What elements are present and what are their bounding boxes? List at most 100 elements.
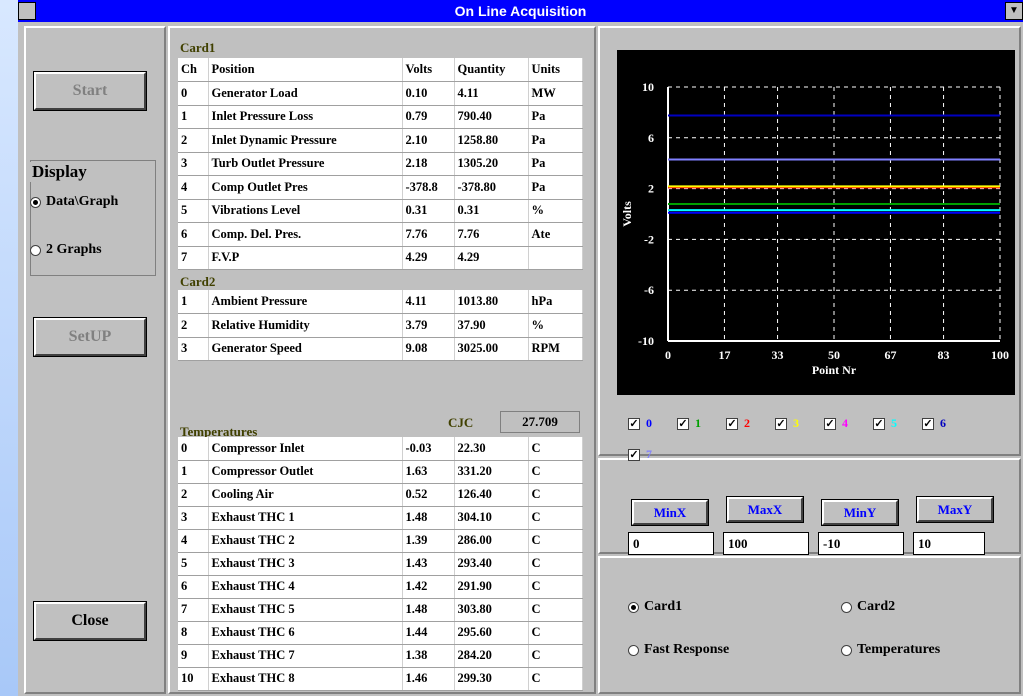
table-cell: 1 [178, 290, 209, 314]
channel-checkbox[interactable]: ✓ 3 [775, 416, 799, 431]
table-cell: 10 [178, 667, 209, 691]
table-cell: 1305.20 [454, 152, 529, 176]
radio-option[interactable]: Data\Graph [30, 194, 118, 210]
table-row: 2 Cooling Air 0.52 126.40 C [178, 483, 583, 507]
limit-field[interactable]: -10 [818, 532, 904, 555]
limit-button[interactable]: MinX [631, 499, 709, 526]
table-cell: Pa [528, 152, 583, 176]
table-cell: 293.40 [454, 552, 529, 576]
limit-field[interactable]: 100 [723, 532, 809, 555]
table-row: 3 Exhaust THC 1 1.48 304.10 C [178, 506, 583, 530]
table-cell: 5 [178, 199, 209, 223]
table-cell: 126.40 [454, 483, 529, 507]
table-row: 7 F.V.P 4.29 4.29 [178, 246, 583, 270]
table-cell: hPa [528, 290, 583, 314]
channel-label: 1 [695, 416, 701, 430]
table-cell: 1 [178, 460, 209, 484]
channel-checkbox[interactable]: ✓ 0 [628, 416, 652, 431]
table-cell: 6 [178, 222, 209, 247]
radio-option[interactable]: 2 Graphs [30, 242, 102, 258]
table-cell: 1.43 [402, 552, 455, 576]
table-cell: RPM [528, 337, 583, 361]
channel-checkbox[interactable]: ✓ 2 [726, 416, 750, 431]
setup-button[interactable]: SetUP [33, 317, 147, 357]
table-cell: C [528, 644, 583, 668]
checkbox[interactable]: ✓ [775, 417, 787, 430]
table-cell: F.V.P [208, 246, 403, 270]
table-cell: 2.10 [402, 128, 455, 153]
channel-label: 2 [744, 416, 750, 430]
table-cell: 1.48 [402, 506, 455, 530]
limit-button[interactable]: MinY [821, 499, 899, 526]
checkbox[interactable]: ✓ [677, 417, 689, 430]
limit-field[interactable]: 10 [913, 532, 985, 555]
channel-label: 6 [940, 416, 946, 430]
radio-dot[interactable] [841, 644, 852, 656]
checkbox[interactable]: ✓ [873, 417, 885, 430]
table-cell: 7.76 [402, 222, 455, 247]
table-row: 6 Comp. Del. Pres. 7.76 7.76 Ate [178, 222, 583, 247]
table-cell: 0.79 [402, 105, 455, 129]
limit-button[interactable]: MaxY [916, 496, 994, 523]
checkbox[interactable]: ✓ [628, 448, 640, 461]
table-cell: % [528, 199, 583, 223]
radio-dot[interactable] [30, 244, 41, 256]
start-button[interactable]: Start [33, 71, 147, 111]
checkbox[interactable]: ✓ [628, 417, 640, 430]
table-row: 4 Exhaust THC 2 1.39 286.00 C [178, 529, 583, 553]
radio-dot[interactable] [628, 644, 639, 656]
radio-option[interactable]: Card1 [628, 599, 682, 615]
x-tick-label: 33 [772, 348, 784, 362]
table-cell: C [528, 506, 583, 530]
table-row: 7 Exhaust THC 5 1.48 303.80 C [178, 598, 583, 622]
table-cell: 0.31 [402, 199, 455, 223]
table-cell: 2 [178, 483, 209, 507]
table-cell: 286.00 [454, 529, 529, 553]
table-cell: Compressor Inlet [208, 437, 403, 461]
radio-dot[interactable] [841, 601, 852, 613]
table-cell: 1.38 [402, 644, 455, 668]
table-cell: 4 [178, 175, 209, 200]
channel-checkbox[interactable]: ✓ 5 [873, 416, 897, 431]
radio-dot[interactable] [30, 196, 41, 208]
table-cell: Exhaust THC 4 [208, 575, 403, 599]
limit-button[interactable]: MaxX [726, 496, 804, 523]
channel-checkbox[interactable]: ✓ 1 [677, 416, 701, 431]
radio-option[interactable]: Temperatures [841, 642, 940, 658]
channel-checkbox[interactable]: ✓ 6 [922, 416, 946, 431]
table-cell: C [528, 667, 583, 691]
checkbox[interactable]: ✓ [824, 417, 836, 430]
x-tick-label: 17 [718, 348, 730, 362]
radio-label: Card2 [857, 599, 896, 614]
radio-label: Temperatures [857, 642, 941, 657]
close-button[interactable]: Close [33, 601, 147, 641]
table-cell: 4.29 [454, 246, 529, 270]
channel-checkbox[interactable]: ✓ 4 [824, 416, 848, 431]
system-menu[interactable] [18, 2, 36, 20]
table-row: 3 Generator Speed 9.08 3025.00 RPM [178, 337, 583, 361]
column-header: Position [208, 58, 403, 82]
channel-checkbox[interactable]: ✓ 7 [628, 447, 652, 462]
table-cell: 0 [178, 81, 209, 106]
table-row: 3 Turb Outlet Pressure 2.18 1305.20 Pa [178, 152, 583, 176]
radio-option[interactable]: Card2 [841, 599, 895, 615]
header-row: Ch Position Volts Quantity Units [178, 58, 583, 82]
menu-arrow[interactable]: ▼ [1005, 2, 1023, 20]
table-cell: Exhaust THC 7 [208, 644, 403, 668]
table-row: 2 Inlet Dynamic Pressure 2.10 1258.80 Pa [178, 128, 583, 153]
table-cell: 4.11 [454, 81, 529, 106]
channel-label: 4 [842, 416, 848, 430]
left-panel: Start Display SetUP Close Data\Graph 2 Gr… [24, 26, 166, 694]
checkbox[interactable]: ✓ [726, 417, 738, 430]
radio-dot[interactable] [628, 601, 639, 613]
table-cell: Generator Speed [208, 337, 403, 361]
radio-option[interactable]: Fast Response [628, 642, 729, 658]
table-cell: 1 [178, 105, 209, 129]
limit-field[interactable]: 0 [628, 532, 714, 555]
table-cell: 1013.80 [454, 290, 529, 314]
table-row: 0 Compressor Inlet -0.03 22.30 C [178, 437, 583, 461]
table-cell [528, 246, 583, 270]
table-cell: 2.18 [402, 152, 455, 176]
display-group [30, 160, 156, 276]
checkbox[interactable]: ✓ [922, 417, 934, 430]
